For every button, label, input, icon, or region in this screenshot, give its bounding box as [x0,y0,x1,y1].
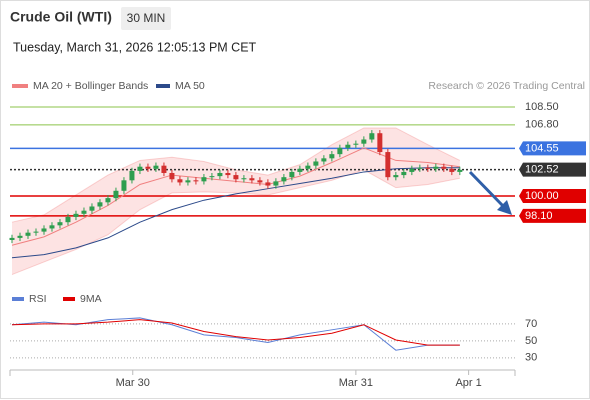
candle-body [25,232,31,236]
candle-body [97,202,103,207]
legend-label: 9MA [80,293,102,305]
candle-body [409,168,415,172]
candle-body [161,165,167,173]
ma-line [11,167,460,259]
candle-body [201,177,207,182]
level-label-box [519,162,586,177]
candle-body [73,213,79,217]
candle-body [305,165,311,169]
candle-body [9,237,15,240]
candle-body [121,180,127,191]
candle-body [185,180,191,183]
candle-body [377,133,383,153]
candle-body [57,222,63,226]
candle-body [233,175,239,180]
candle-body [417,167,423,169]
candle-body [137,166,143,171]
level-label: 98.10 [525,210,553,222]
candle-body [425,167,431,169]
candle-body [105,198,111,203]
candle-body [129,170,135,181]
level-label-box [519,189,586,204]
candle-body [345,144,351,148]
candle-body [281,177,287,182]
candle-body [337,147,343,155]
x-tick-label: Mar 30 [116,377,150,389]
arrow-shaft [468,170,506,209]
candle-body [113,190,119,199]
candle-body [449,168,455,172]
timestamp: Tuesday, March 31, 2026 12:05:13 PM CET [13,40,257,54]
level-label: 106.80 [525,119,559,131]
level-label-box [519,208,586,223]
candle-body [89,206,95,211]
level-label: 100.00 [525,190,559,202]
candle-body [265,182,271,186]
level-label: 104.55 [525,142,559,154]
candle-body [369,133,375,140]
candle-body [297,168,303,172]
credit: Research © 2026 Trading Central [428,80,585,92]
candle-body [145,166,151,169]
candle-body [457,169,463,172]
level-label-box [519,141,586,156]
indicator-line [11,319,460,346]
candle-body [41,228,47,232]
candle-body [353,143,359,145]
candle-body [361,139,367,144]
legend-label: MA 50 [175,80,205,92]
level-label: 108.50 [525,101,559,113]
candle-body [177,179,183,183]
level-label: 102.52 [525,164,559,176]
candle-body [321,158,327,162]
x-tick-label: Mar 31 [339,377,373,389]
candle-body [385,152,391,178]
candle-body [33,231,39,233]
forecast-arrow [468,170,512,215]
candle-body [313,161,319,166]
candle-body [193,180,199,182]
bollinger-band [11,127,460,275]
timeframe-badge [121,7,171,30]
timeframe: 30 MIN [127,11,166,25]
candle-body [289,171,295,178]
candle-body [217,172,223,177]
candle-body [17,235,23,238]
title: Crude Oil (WTI) [10,9,112,25]
x-tick-label: Apr 1 [455,377,481,389]
y-tick-label: 70 [525,318,537,330]
candle-body [273,181,279,186]
arrow-head [497,200,512,215]
candle-body [81,210,87,214]
candle-body [433,166,439,169]
legend-label: MA 20 + Bollinger Bands [33,80,148,92]
indicator-line [11,317,460,351]
candle-body [257,180,263,183]
legend-label: RSI [29,293,47,305]
y-tick-label: 50 [525,335,537,347]
candle-body [401,171,407,176]
candle-body [153,165,159,169]
candle-body [225,172,231,176]
candle-body [329,154,335,159]
candle-body [209,176,215,178]
candle-body [241,178,247,180]
candle-body [169,172,175,180]
candle-body [441,166,447,169]
y-tick-label: 30 [525,352,537,364]
candle-body [65,216,71,223]
candle-body [249,178,255,181]
candle-body [393,175,399,178]
candle-body [49,225,55,229]
